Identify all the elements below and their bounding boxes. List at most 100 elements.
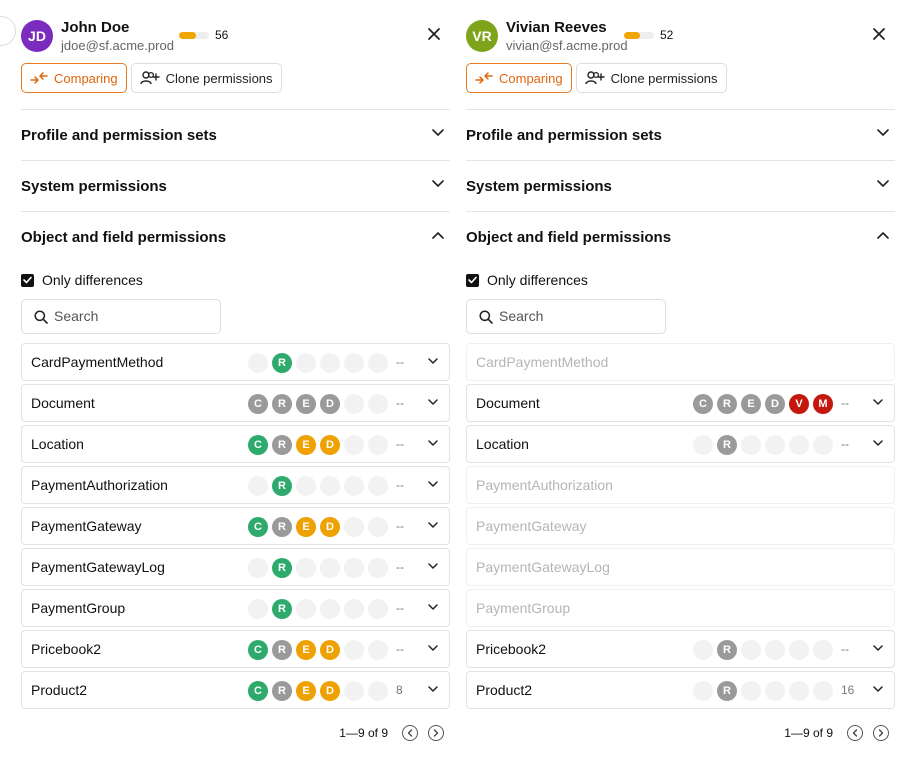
field-count: --	[396, 478, 404, 492]
object-row[interactable]: Document C R E D --	[21, 384, 450, 422]
object-row: PaymentAuthorization	[466, 466, 895, 504]
permission-badge-empty	[368, 558, 388, 578]
section-title: System permissions	[21, 178, 167, 195]
object-name: PaymentGroup	[476, 600, 571, 616]
previous-page-button[interactable]	[402, 725, 418, 741]
permission-badge-empty	[320, 476, 340, 496]
permission-badge-empty	[344, 353, 364, 373]
clone-permissions-button[interactable]: Clone permissions	[575, 63, 727, 93]
only-differences-toggle[interactable]: Only differences	[21, 272, 143, 288]
search-icon	[34, 310, 48, 324]
object-row[interactable]: Pricebook2 C R E D --	[21, 630, 450, 668]
object-row[interactable]: Document C R E D V M --	[466, 384, 895, 422]
permission-badge-e: E	[296, 394, 316, 414]
field-count: --	[396, 601, 404, 615]
object-row[interactable]: Product2 R 16	[466, 671, 895, 709]
object-name: PaymentGatewayLog	[476, 559, 610, 575]
permission-score: 52	[624, 28, 673, 42]
next-page-button[interactable]	[428, 725, 444, 741]
chevron-down-icon[interactable]	[428, 522, 438, 529]
permission-badge-e: E	[296, 517, 316, 537]
permission-badge-c: C	[693, 394, 713, 414]
pagination-range: 1—9 of 9	[784, 726, 833, 740]
object-name: CardPaymentMethod	[31, 354, 164, 370]
chevron-down-icon[interactable]	[873, 645, 883, 652]
previous-page-button[interactable]	[847, 725, 863, 741]
permission-badge-e: E	[296, 640, 316, 660]
chevron-down-icon[interactable]	[428, 358, 438, 365]
object-row[interactable]: Pricebook2 R --	[466, 630, 895, 668]
user-header: JD John Doe jdoe@sf.acme.prod 56	[21, 19, 450, 56]
permission-badge-d: D	[320, 435, 340, 455]
search-input[interactable]	[54, 308, 214, 324]
permission-badge-empty	[296, 599, 316, 619]
only-differences-checkbox[interactable]	[21, 273, 34, 287]
compare-arrows-icon	[30, 72, 48, 84]
chevron-down-icon[interactable]	[873, 399, 883, 406]
chevron-down-icon[interactable]	[428, 645, 438, 652]
permission-badge-c: C	[248, 681, 268, 701]
section-profile-and-permission-sets[interactable]: Profile and permission sets	[466, 109, 895, 160]
chevron-down-icon[interactable]	[428, 399, 438, 406]
permission-badge-empty	[765, 640, 785, 660]
object-row[interactable]: Product2 C R E D 8	[21, 671, 450, 709]
pagination-range: 1—9 of 9	[339, 726, 388, 740]
permission-badge-empty	[813, 640, 833, 660]
score-bar-fill	[179, 31, 196, 39]
chevron-down-icon[interactable]	[873, 686, 883, 693]
permission-badge-d: D	[765, 394, 785, 414]
object-row[interactable]: Location R --	[466, 425, 895, 463]
comparing-button[interactable]: Comparing	[466, 63, 572, 93]
object-row[interactable]: PaymentGateway C R E D --	[21, 507, 450, 545]
only-differences-toggle[interactable]: Only differences	[466, 272, 588, 288]
permission-badge-empty	[765, 681, 785, 701]
field-count: --	[841, 642, 849, 656]
only-differences-label: Only differences	[487, 272, 588, 288]
chevron-down-icon[interactable]	[428, 604, 438, 611]
chevron-down-icon[interactable]	[873, 440, 883, 447]
object-name: Pricebook2	[31, 641, 102, 657]
permission-badge-r: R	[717, 435, 737, 455]
score-bar	[179, 31, 209, 39]
permission-badge-d: D	[320, 640, 340, 660]
object-row[interactable]: PaymentGroup R --	[21, 589, 450, 627]
chevron-down-icon[interactable]	[428, 440, 438, 447]
object-row[interactable]: CardPaymentMethod R --	[21, 343, 450, 381]
permission-badges: R	[248, 599, 388, 619]
field-count: 16	[841, 683, 855, 697]
score-value: 52	[660, 28, 674, 42]
field-count: 8	[396, 683, 403, 697]
permission-badge-empty	[248, 599, 268, 619]
close-icon[interactable]	[426, 26, 442, 42]
clone-permissions-button[interactable]: Clone permissions	[130, 63, 282, 93]
section-system-permissions[interactable]: System permissions	[21, 160, 450, 211]
chevron-down-icon[interactable]	[428, 563, 438, 570]
permission-badge-d: D	[320, 394, 340, 414]
search-input[interactable]	[499, 308, 659, 324]
section-object-and-field-permissions[interactable]: Object and field permissions	[21, 211, 450, 262]
section-profile-and-permission-sets[interactable]: Profile and permission sets	[21, 109, 450, 160]
section-object-and-field-permissions[interactable]: Object and field permissions	[466, 211, 895, 262]
permission-badge-empty	[368, 640, 388, 660]
field-count: --	[841, 437, 849, 451]
object-row[interactable]: Location C R E D --	[21, 425, 450, 463]
next-page-button[interactable]	[873, 725, 889, 741]
object-name: Location	[476, 436, 529, 452]
close-icon[interactable]	[871, 26, 887, 42]
object-row[interactable]: PaymentAuthorization R --	[21, 466, 450, 504]
section-system-permissions[interactable]: System permissions	[466, 160, 895, 211]
comparing-button[interactable]: Comparing	[21, 63, 127, 93]
object-row[interactable]: PaymentGatewayLog R --	[21, 548, 450, 586]
chevron-down-icon[interactable]	[428, 686, 438, 693]
permission-badge-empty	[368, 435, 388, 455]
checkmark-icon	[23, 276, 32, 284]
chevron-right-circle-icon	[433, 729, 439, 737]
field-count: --	[396, 355, 404, 369]
score-bar-fill	[624, 31, 640, 39]
section-title: Profile and permission sets	[21, 127, 217, 144]
chevron-down-icon[interactable]	[428, 481, 438, 488]
only-differences-checkbox[interactable]	[466, 273, 479, 287]
field-count: --	[396, 642, 404, 656]
